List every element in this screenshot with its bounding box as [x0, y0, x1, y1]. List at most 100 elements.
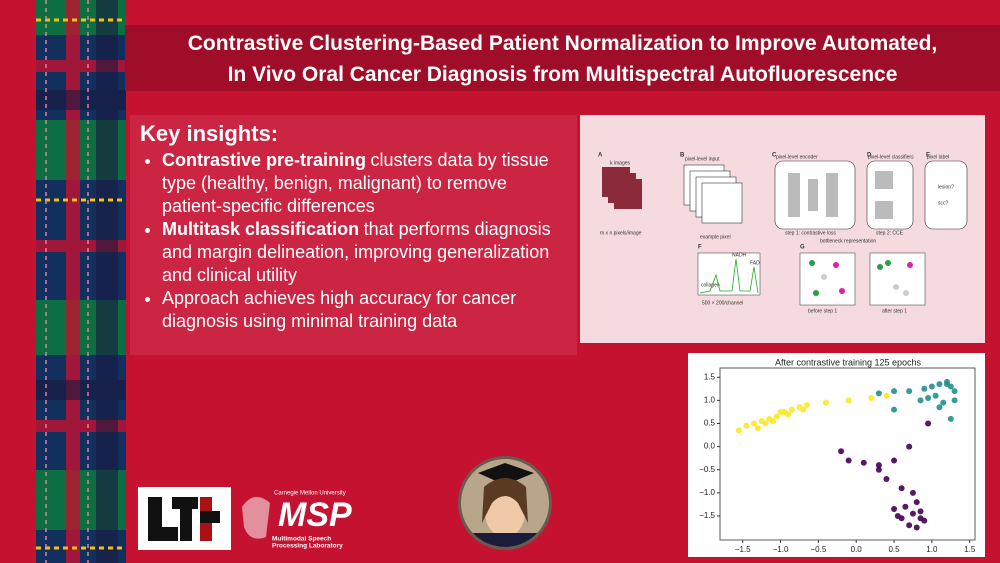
fig-label: pixel-level input [685, 156, 720, 162]
point [936, 381, 943, 388]
point [800, 406, 807, 413]
y-tick-label: −0.5 [699, 465, 715, 474]
speaker-photo [458, 456, 552, 550]
plaid-strip [36, 0, 126, 563]
point [913, 499, 920, 506]
point [928, 383, 935, 390]
fig-label: step 1: contrastive loss [785, 230, 836, 236]
point [936, 404, 943, 411]
point [921, 385, 928, 392]
point [932, 392, 939, 399]
point [898, 485, 905, 492]
x-tick-label: 1.5 [964, 545, 976, 554]
y-tick-label: 0.0 [704, 442, 716, 451]
title-line: In Vivo Oral Cancer Diagnosis from Multi… [227, 63, 898, 86]
point [883, 392, 890, 399]
point [951, 397, 958, 404]
scatter-panel: After contrastive training 125 epochs −1… [688, 353, 985, 557]
fig-label: lesion? [938, 184, 954, 190]
fig-label: before step 1 [808, 308, 837, 314]
point [891, 388, 898, 395]
point [925, 395, 932, 402]
insight-bold: Contrastive pre-training [162, 150, 367, 170]
insight-text: clusters data by tissue type (healthy, b… [162, 150, 549, 216]
title-line: Contrastive Clustering-Based Patient Nor… [187, 32, 938, 55]
x-tick-label: 1.0 [926, 545, 938, 554]
y-tick-label: 0.5 [704, 419, 716, 428]
point [845, 457, 852, 464]
fig-label: example pixel [700, 234, 731, 240]
panel-letter: A [598, 153, 603, 159]
point [951, 388, 958, 395]
point [875, 462, 882, 469]
point [909, 510, 916, 517]
chart-title: After contrastive training 125 epochs [775, 357, 922, 367]
fig-label: k images [610, 160, 631, 166]
insight-bold: Multitask classification [162, 219, 360, 239]
msp-subtitle: Processing Laboratory [272, 543, 343, 550]
panel-letter: E [926, 153, 930, 159]
panel-letter: G [800, 245, 805, 251]
method-figure: A B C D E F G k images m x n pixels/imag… [580, 115, 985, 343]
fig-label: collagen [701, 282, 720, 288]
point [944, 381, 951, 388]
cmu-label: Carnegie Mellon University [274, 491, 346, 497]
point [917, 515, 924, 522]
point [891, 406, 898, 413]
point [754, 425, 761, 432]
panel-letter: F [698, 245, 702, 251]
point [891, 506, 898, 513]
fig-label: pixel-level classifiers [868, 154, 914, 160]
point [845, 397, 852, 404]
insights-box: Key insights: Contrastive pre-trainingcl… [130, 115, 577, 355]
point [917, 397, 924, 404]
lti-logo [138, 487, 231, 550]
point [735, 427, 742, 434]
panel-letter: D [867, 153, 872, 159]
x-tick-label: −1.0 [773, 545, 789, 554]
point [925, 420, 932, 427]
point [777, 408, 784, 415]
insight-text: Approach achieves high accuracy for canc… [162, 288, 517, 331]
x-tick-label: −0.5 [810, 545, 826, 554]
msp-logo: Carnegie Mellon University MSP Multimoda… [242, 491, 352, 550]
point [785, 411, 792, 418]
point [751, 420, 758, 427]
x-tick-label: −1.5 [735, 545, 751, 554]
panel-letter: C [772, 153, 777, 159]
fig-label: bottleneck representation [820, 238, 876, 244]
point [947, 415, 954, 422]
y-tick-label: 1.0 [704, 395, 716, 404]
insights-heading: Key insights: [140, 121, 279, 146]
y-tick-label: −1.5 [699, 511, 715, 520]
point [902, 503, 909, 510]
fig-label: step 2: CCE [876, 230, 904, 236]
y-tick-label: −1.0 [699, 488, 715, 497]
point [875, 390, 882, 397]
panel-letter: B [680, 153, 685, 159]
point [743, 422, 750, 429]
point [769, 418, 776, 425]
point [940, 399, 947, 406]
point [838, 448, 845, 455]
point [917, 508, 924, 515]
msp-subtitle: Multimodal Speech [272, 536, 331, 543]
fig-label: NADH [732, 252, 747, 258]
fig-label: FAD [750, 260, 760, 266]
point [906, 522, 913, 529]
fig-label: pixel-level encoder [776, 154, 818, 160]
point [913, 524, 920, 531]
point [891, 457, 898, 464]
point [822, 399, 829, 406]
y-tick-label: 1.5 [704, 372, 716, 381]
fig-label: pixel label [927, 154, 949, 160]
point [898, 515, 905, 522]
fig-label: after step 1 [882, 308, 907, 314]
point [906, 388, 913, 395]
point [906, 443, 913, 450]
point [883, 475, 890, 482]
